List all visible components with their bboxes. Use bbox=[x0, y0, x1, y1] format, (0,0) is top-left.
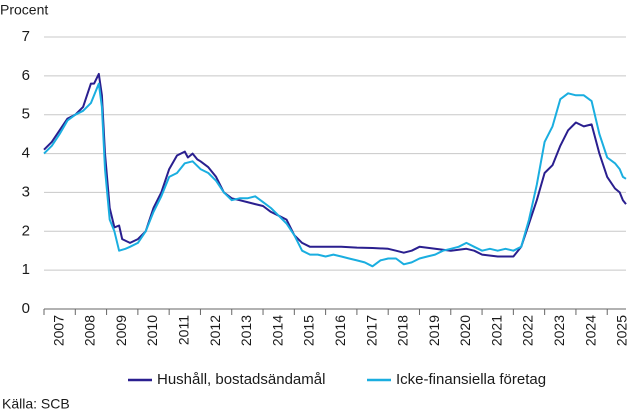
legend-label: Hushåll, bostadsändamål bbox=[157, 371, 325, 388]
x-tick-label: 2013 bbox=[238, 315, 254, 346]
x-tick-label: 2025 bbox=[614, 315, 630, 346]
legend-label: Icke-finansiella företag bbox=[396, 371, 546, 388]
x-tick-label: 2015 bbox=[301, 315, 317, 346]
x-tick-label: 2024 bbox=[582, 315, 598, 346]
x-tick-label: 2008 bbox=[82, 315, 98, 346]
y-tick-label: 2 bbox=[22, 222, 30, 239]
y-tick-label: 3 bbox=[22, 183, 30, 200]
source: Källa: SCB bbox=[2, 396, 70, 412]
x-tick-label: 2016 bbox=[332, 315, 348, 346]
x-tick-label: 2011 bbox=[176, 315, 192, 345]
x-tick-label: 2021 bbox=[488, 315, 504, 346]
x-tick-label: 2014 bbox=[269, 315, 285, 346]
y-tick-label: 1 bbox=[22, 261, 30, 278]
y-tick-label: 6 bbox=[22, 67, 30, 84]
x-tick-label: 2012 bbox=[207, 315, 223, 346]
y-tick-label: 4 bbox=[22, 145, 30, 162]
x-tick-label: 2022 bbox=[520, 315, 536, 346]
y-tick-label: 0 bbox=[22, 300, 30, 317]
y-tick-label: 7 bbox=[22, 28, 30, 45]
x-tick-label: 2020 bbox=[457, 315, 473, 346]
x-tick-label: 2009 bbox=[113, 315, 129, 346]
series-line bbox=[43, 72, 627, 258]
x-tick-label: 2017 bbox=[363, 315, 379, 346]
series-line bbox=[43, 82, 627, 268]
x-tick-label: 2023 bbox=[551, 315, 567, 346]
x-tick-label: 2018 bbox=[395, 315, 411, 346]
x-tick-label: 2010 bbox=[144, 315, 160, 346]
x-tick-label: 2019 bbox=[426, 315, 442, 346]
x-tick-label: 2007 bbox=[50, 315, 66, 346]
y-axis-label: Procent bbox=[0, 2, 48, 18]
y-tick-label: 5 bbox=[22, 106, 30, 123]
